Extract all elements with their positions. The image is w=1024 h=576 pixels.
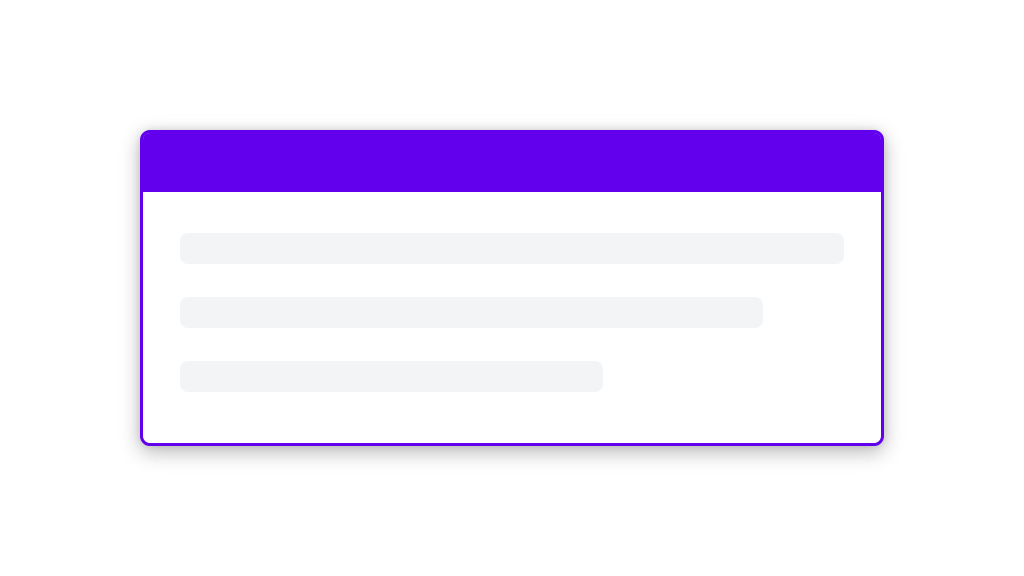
window-header-bar bbox=[143, 133, 881, 192]
skeleton-text-line-2 bbox=[180, 297, 763, 328]
window-card bbox=[140, 130, 884, 446]
skeleton-text-line-1 bbox=[180, 233, 844, 264]
skeleton-text-line-3 bbox=[180, 361, 603, 392]
window-body bbox=[143, 192, 881, 392]
